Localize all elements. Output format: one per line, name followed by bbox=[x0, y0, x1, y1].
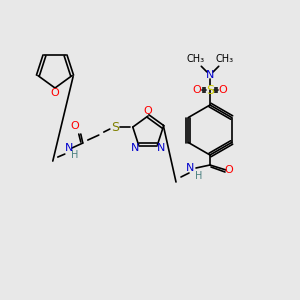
Text: H: H bbox=[71, 150, 79, 160]
Text: O: O bbox=[144, 106, 152, 116]
Text: O: O bbox=[193, 85, 201, 95]
Text: N: N bbox=[64, 143, 73, 153]
Text: O: O bbox=[225, 165, 233, 175]
Text: N: N bbox=[130, 143, 139, 153]
Text: O: O bbox=[219, 85, 227, 95]
Text: N: N bbox=[157, 143, 166, 153]
Text: N: N bbox=[206, 70, 214, 80]
Text: N: N bbox=[186, 163, 194, 173]
Text: S: S bbox=[111, 121, 119, 134]
Text: O: O bbox=[70, 121, 79, 131]
Text: CH₃: CH₃ bbox=[216, 54, 234, 64]
Text: H: H bbox=[195, 171, 203, 181]
Text: S: S bbox=[206, 83, 214, 97]
Text: CH₃: CH₃ bbox=[186, 54, 204, 64]
Text: O: O bbox=[51, 88, 59, 98]
